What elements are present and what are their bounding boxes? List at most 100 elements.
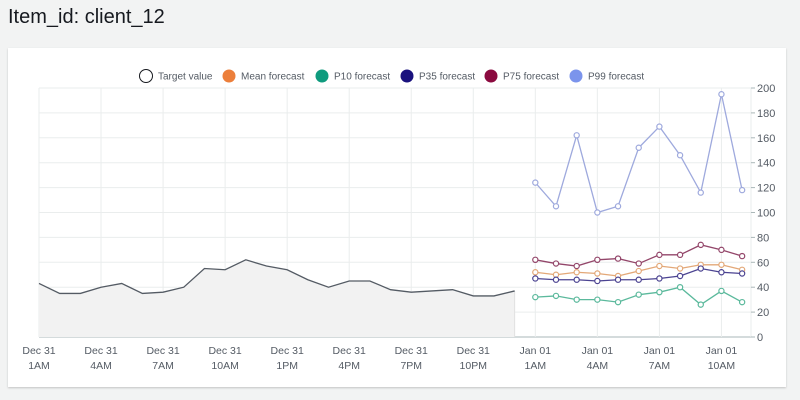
- p35-forecast-point: [532, 275, 539, 282]
- p35-forecast-point: [718, 269, 725, 276]
- x-tick-label-date: Dec 31: [22, 345, 55, 357]
- p10-forecast-point: [697, 301, 704, 308]
- p75-forecast-point: [614, 255, 622, 262]
- p35-forecast-point: [676, 272, 684, 280]
- legend-label-target-value: Target value: [158, 72, 213, 83]
- y-tick-label: 60: [757, 257, 769, 269]
- p10-forecast-point: [635, 291, 642, 298]
- p99-forecast-point: [614, 203, 622, 210]
- y-tick-label: 40: [757, 282, 769, 294]
- p75-forecast-point: [676, 251, 684, 259]
- p99-forecast-point: [656, 123, 663, 130]
- mean-forecast-point: [676, 265, 684, 272]
- x-tick-label-date: Dec 31: [271, 345, 304, 357]
- page-title: Item_id: client_12: [8, 6, 165, 28]
- mean-forecast-point: [635, 267, 642, 275]
- y-tick-label: 120: [757, 183, 775, 195]
- p99-forecast-point: [635, 144, 642, 151]
- x-tick-label-time: 7AM: [649, 360, 671, 372]
- x-axis: Dec 31 1AM Dec 31 4AM Dec 31 7AM Dec 31 10AM Dec…: [22, 345, 737, 372]
- x-tick-label-date: Jan 01: [706, 345, 738, 357]
- x-tick-label-time: 1PM: [276, 360, 298, 372]
- p75-forecast-point: [532, 256, 539, 264]
- p10-forecast-point: [614, 298, 622, 306]
- p99-forecast-point: [738, 186, 746, 194]
- p35-forecast-point: [697, 265, 704, 272]
- p35-forecast-point: [614, 276, 622, 283]
- x-tick-label-date: Dec 31: [333, 345, 366, 357]
- legend-marker-p99-forecast: [569, 69, 583, 83]
- x-tick-label-time: 10PM: [460, 360, 487, 372]
- target-value-line: [38, 259, 515, 297]
- p10-forecast-point: [656, 288, 663, 296]
- legend-label-p35-forecast: P35 forecast: [419, 72, 475, 83]
- p10-forecast-point: [573, 296, 580, 303]
- p75-forecast-point: [552, 260, 560, 267]
- p10-forecast-point: [594, 296, 601, 303]
- target-area: [39, 259, 516, 337]
- y-tick-label: 180: [757, 108, 775, 120]
- p99-forecast-point: [697, 189, 704, 196]
- legend-label-p99-forecast: P99 forecast: [588, 72, 644, 83]
- mean-forecast-point: [718, 261, 725, 268]
- mean-forecast-point: [594, 270, 601, 277]
- x-tick-label-time: 1AM: [28, 360, 50, 372]
- y-axis: 0 20 40 60 80 100 120 140 160 180 200: [751, 83, 775, 344]
- x-tick-label-date: Dec 31: [146, 345, 179, 357]
- target-area-fill: [39, 259, 515, 337]
- y-tick-label: 140: [757, 158, 775, 170]
- legend-label-p10-forecast: P10 forecast: [334, 72, 390, 83]
- mean-forecast-point: [573, 269, 580, 276]
- legend: Target value Mean forecast P10 forecast P35…: [139, 69, 644, 83]
- p10-forecast-point: [738, 298, 746, 306]
- y-tick-label: 100: [757, 208, 775, 220]
- p10-forecast-point: [552, 292, 560, 300]
- p99-forecast-point: [552, 203, 560, 210]
- p35-forecast-point: [552, 276, 560, 283]
- x-tick-label-time: 1AM: [525, 360, 547, 372]
- p75-forecast-point: [718, 246, 725, 254]
- mean-forecast-point: [532, 269, 539, 276]
- p75-forecast-point: [635, 260, 642, 267]
- legend-marker-p35-forecast: [400, 69, 414, 83]
- x-tick-label-date: Jan 01: [644, 345, 676, 357]
- y-tick-label: 80: [757, 232, 769, 244]
- p99-forecast-point: [718, 91, 725, 98]
- x-tick-label-time: 4PM: [338, 360, 360, 372]
- x-tick-label-time: 4AM: [587, 360, 609, 372]
- p75-forecast-point: [738, 252, 746, 260]
- p10-forecast-point: [676, 284, 684, 291]
- legend-marker-p10-forecast: [315, 69, 329, 83]
- legend-marker-target-value: [139, 69, 153, 83]
- p75-forecast-point: [656, 251, 663, 259]
- x-tick-label-date: Dec 31: [84, 345, 117, 357]
- x-tick-label-time: 7AM: [152, 360, 174, 372]
- y-tick-label: 0: [757, 332, 763, 344]
- x-tick-label-date: Dec 31: [208, 345, 241, 357]
- x-tick-label-date: Dec 31: [395, 345, 428, 357]
- p99-forecast-point: [594, 209, 601, 216]
- p35-forecast-point: [656, 275, 663, 282]
- x-tick-label-date: Jan 01: [582, 345, 614, 357]
- x-tick-label-date: Dec 31: [457, 345, 490, 357]
- p35-forecast-point: [635, 276, 642, 283]
- p99-forecast-line: [534, 94, 743, 214]
- legend-marker-p75-forecast: [484, 69, 498, 83]
- y-tick-label: 160: [757, 133, 775, 145]
- x-tick-label-time: 7PM: [400, 360, 422, 372]
- x-tick-label-time: 4AM: [90, 360, 112, 372]
- p35-forecast-point: [594, 277, 601, 285]
- series-lines: [38, 91, 746, 308]
- p35-forecast-point: [573, 276, 580, 283]
- legend-marker-mean-forecast: [222, 69, 236, 83]
- p99-forecast-point: [532, 179, 539, 186]
- y-tick-label: 200: [757, 83, 775, 95]
- x-tick-label-date: Jan 01: [520, 345, 552, 357]
- x-tick-label-time: 10AM: [211, 360, 238, 372]
- y-tick-label: 20: [757, 307, 769, 319]
- mean-forecast-point: [656, 262, 663, 270]
- p10-forecast-point: [718, 287, 725, 295]
- p10-forecast-point: [532, 293, 539, 301]
- legend-label-p75-forecast: P75 forecast: [503, 72, 559, 83]
